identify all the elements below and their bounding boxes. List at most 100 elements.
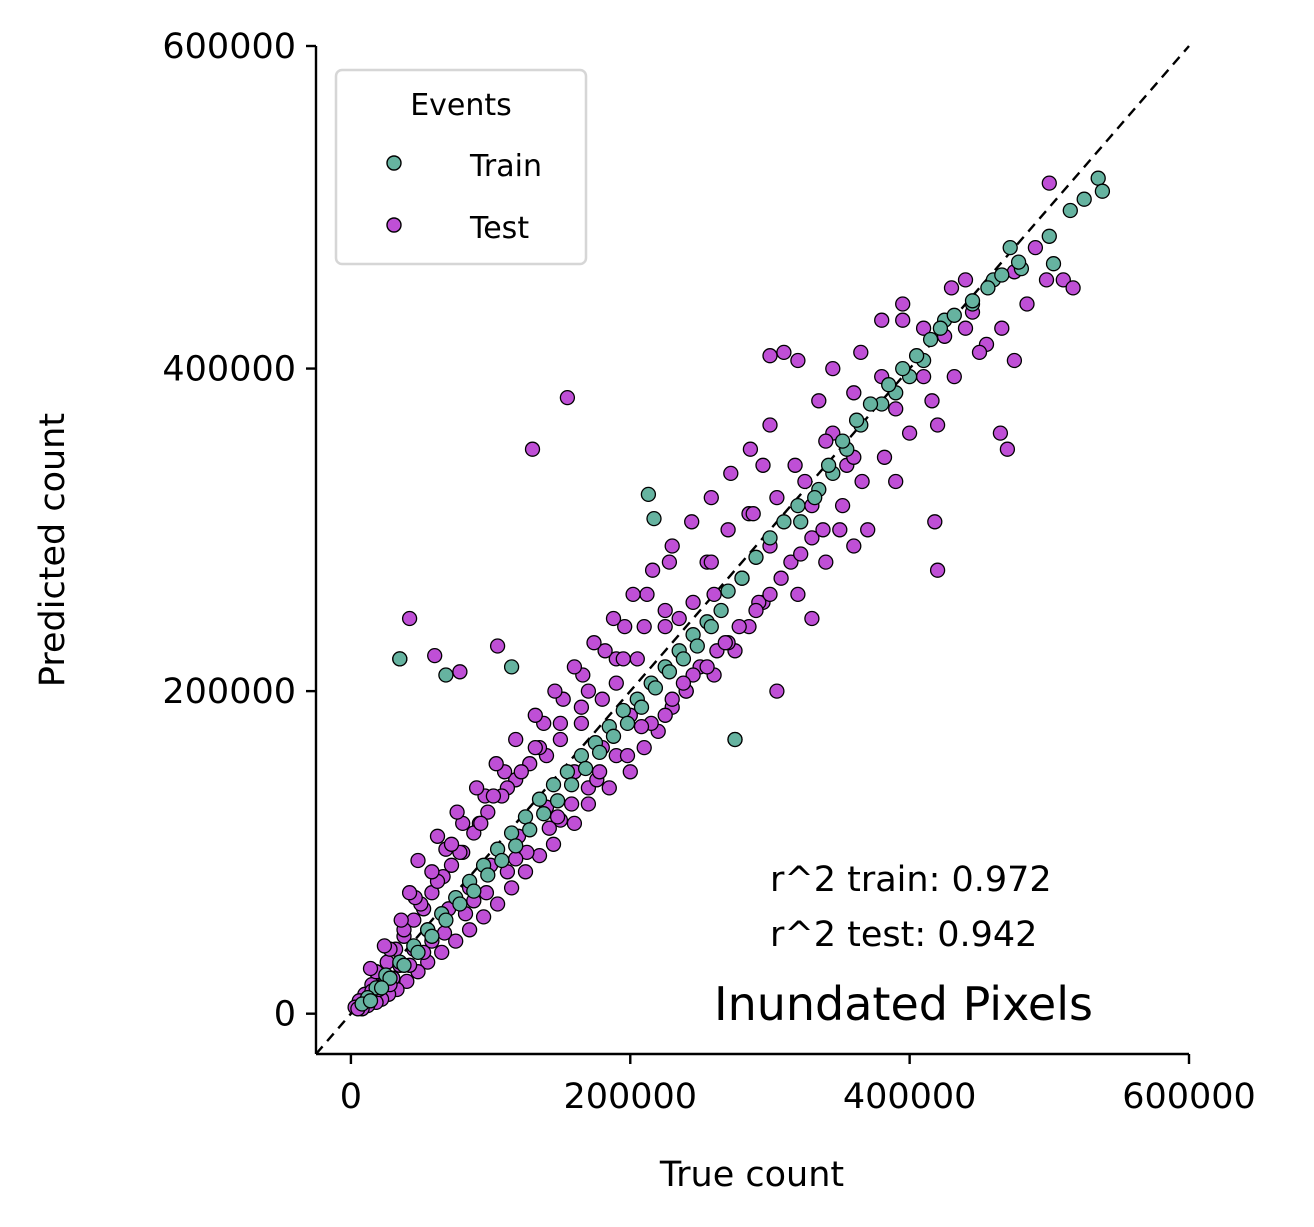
train-point [545,777,562,793]
test-point [608,675,624,691]
test-point [605,610,622,627]
legend: Events Train Test [334,68,588,266]
train-point [373,980,390,996]
train-point [1076,191,1092,207]
test-point [547,683,563,699]
test-point [797,473,813,490]
test-point [723,465,739,482]
test-point [597,643,613,659]
test-point [566,659,583,675]
test-point [517,864,534,880]
train-point [559,764,576,780]
train-point [727,731,743,748]
legend-marker-train [386,155,402,171]
train-point [895,360,911,377]
train-point [1062,202,1078,219]
test-point [531,847,548,864]
test-point [625,586,641,603]
test-point [503,880,520,896]
train-point [734,570,750,586]
test-point [545,836,562,852]
test-point [790,586,806,603]
test-point [552,731,569,748]
test-point [552,715,569,732]
train-point [1010,254,1027,270]
test-point [527,707,543,723]
test-point [664,691,680,707]
test-point [513,764,529,780]
test-point [854,473,870,490]
y-axis-label: Predicted count [33,413,73,687]
train-point [820,457,837,473]
test-point [999,441,1016,457]
train-point [881,377,897,393]
test-point [434,944,450,961]
train-point [848,412,865,428]
train-point [689,638,705,654]
axes: 0 200000 400000 600000 0200000400000600000 … [33,27,1256,1195]
test-point [773,570,789,586]
test-point [524,441,541,457]
train-point [619,715,636,732]
legend-frame [334,68,588,266]
train-point [503,659,520,675]
test-point [762,348,778,364]
test-point [994,320,1010,336]
test-point [449,804,465,820]
test-point [927,514,943,530]
train-point [452,896,468,912]
x-tick-label: 600000 [1122,1077,1256,1117]
test-point [573,699,590,715]
test-point [410,852,426,869]
train-point [964,293,981,309]
test-point [488,756,504,772]
train-point [946,307,962,323]
y-tick-label: 400000 [162,350,296,390]
x-ticks: 0 200000 400000 600000 [340,1054,1256,1117]
train-point [703,618,719,635]
test-point [853,344,869,361]
test-point [594,691,610,707]
train-point [396,957,412,973]
test-point [633,718,650,735]
train-point [577,760,594,777]
test-point [742,441,759,457]
train-point [605,728,622,744]
y-tick-label: 0 [274,995,296,1035]
train-point [994,267,1010,283]
test-point [895,312,911,328]
test-point [957,272,974,288]
test-point [1038,272,1055,288]
train-point [480,867,496,883]
legend-title: Events [410,88,512,123]
legend-marker-test [386,217,402,233]
test-point [762,586,778,603]
train-point [424,928,440,944]
test-point [793,546,809,562]
r2-test-text: r^2 test: 0.942 [770,915,1037,955]
test-point [818,433,834,449]
train-point [615,702,631,719]
test-point [783,554,799,570]
legend-label-test: Test [469,211,529,246]
test-point [622,764,638,780]
test-point [731,618,747,635]
test-point [664,538,680,554]
test-point [888,401,904,417]
test-point [452,664,468,680]
train-point [776,514,792,530]
test-point [790,352,806,369]
test-point [832,522,848,538]
test-point [957,320,974,336]
test-point [755,457,771,473]
train-point [1090,170,1106,186]
train-point [392,651,408,667]
test-point [675,675,692,691]
train-point [1002,239,1018,256]
train-point [549,793,566,809]
train-point [382,970,398,986]
train-point [508,838,524,854]
test-point [559,389,576,406]
test-point [924,393,940,409]
test-point [915,368,932,385]
